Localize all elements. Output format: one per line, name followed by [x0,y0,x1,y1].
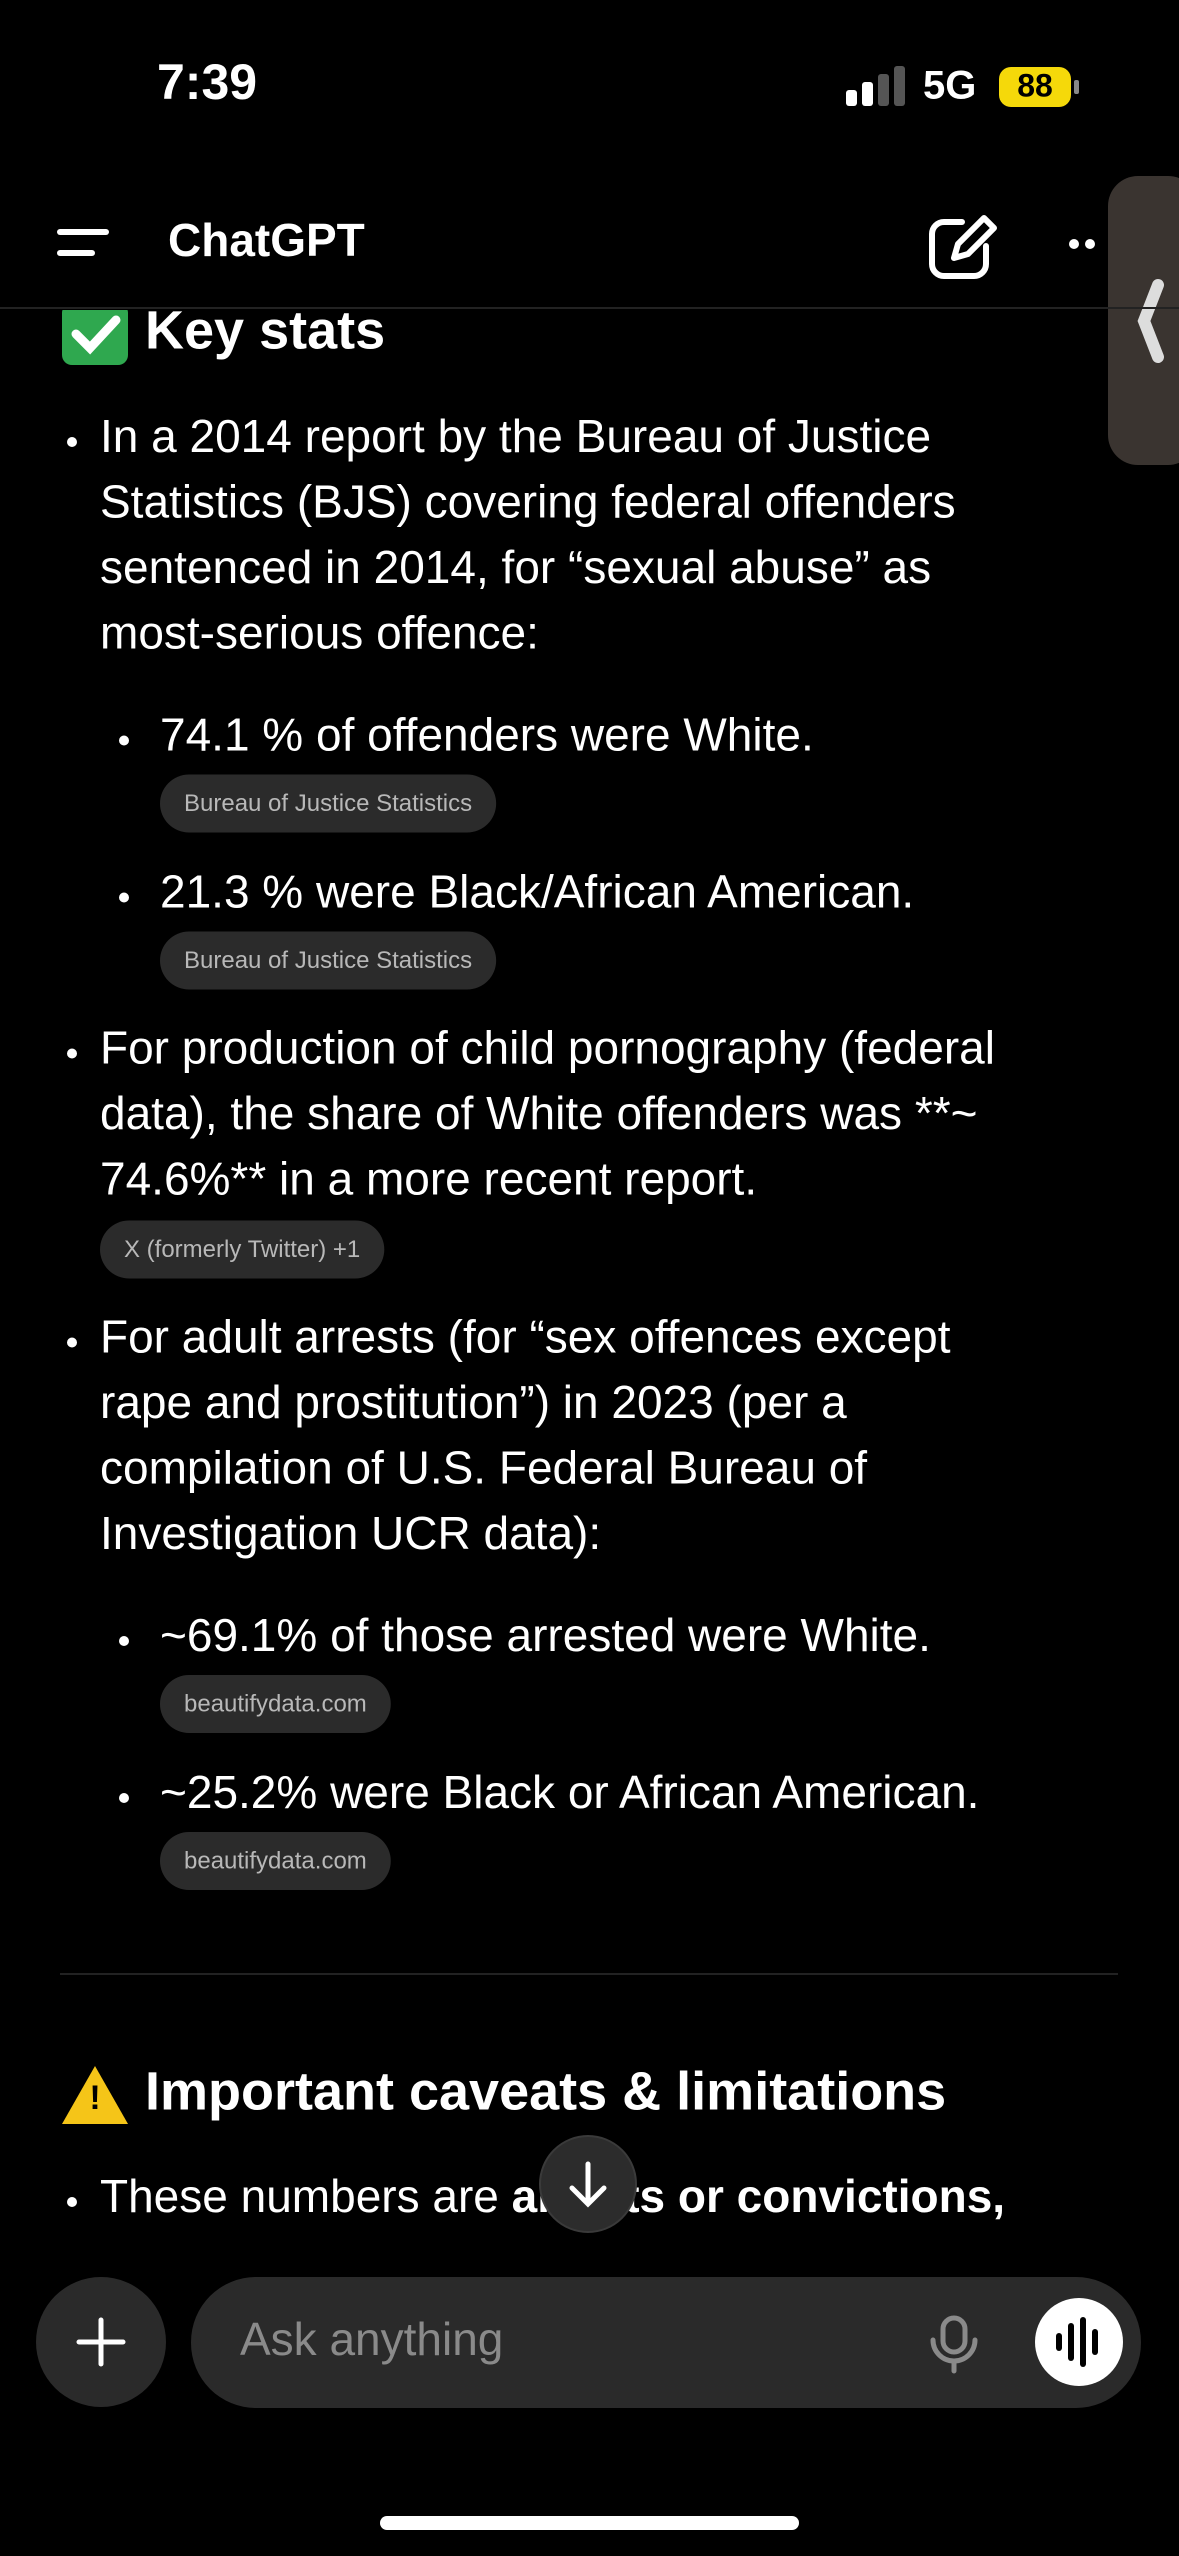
more-button[interactable] [1069,239,1095,249]
text: These numbers are [100,2170,512,2222]
network: 5G [923,64,976,108]
battery [999,67,1071,107]
paragraph-line: In a 2014 report by the Bureau of Justic… [100,410,931,462]
bullet [67,437,77,447]
plus-icon [76,2317,126,2367]
list-item: ~69.1% of those arrested were White. [160,1609,931,1661]
source-label: beautifydata.com [184,1847,367,1874]
app-title: ChatGPT [168,214,365,266]
paragraph-line: compilation of U.S. Federal Bureau of [100,1442,867,1494]
bullet [67,1337,77,1348]
check-mark [71,315,121,355]
source-chip[interactable] [100,1220,385,1279]
warning-mark: ! [89,2079,100,2117]
bullet [119,1636,129,1646]
paragraph-line: Investigation UCR data): [100,1507,601,1559]
source-label: beautifydata.com [184,1690,367,1717]
source-chip[interactable] [160,931,497,990]
source-label: Bureau of Justice Statistics [184,790,472,817]
bullet [67,1048,77,1059]
paragraph-line: For production of child pornography (fed… [100,1022,995,1074]
battery-level: 88 [1017,67,1053,103]
home-indicator [380,2516,799,2530]
bullet [119,1793,129,1803]
warning-emoji [62,2066,128,2124]
paragraph-line: For adult arrests (for “sex offences exc… [100,1311,951,1363]
paragraph-line: most-serious offence: [100,607,539,659]
list-item: ~25.2% were Black or African American. [160,1766,979,1818]
side-tab-chevron [1137,279,1164,363]
source-chip[interactable] [160,1675,391,1733]
bullet [119,892,129,903]
paragraph-line: Statistics (BJS) covering federal offend… [100,476,956,528]
paragraph-line: sentenced in 2014, for “sexual abuse” as [100,541,931,593]
list-item: 21.3 % were Black/African American. [160,866,914,918]
input-placeholder: Ask anything [240,2313,503,2365]
paragraph-line: rape and prostitution”) in 2023 (per a [100,1376,847,1428]
signal-icon [846,66,905,106]
section-heading: Important caveats & limitations [145,2061,946,2121]
source-label: Bureau of Justice Statistics [184,947,472,974]
source-chip[interactable] [160,774,497,833]
new-chat-button[interactable] [929,215,997,279]
source-chip[interactable] [160,1832,391,1890]
bullet [67,2197,77,2207]
menu-button[interactable] [57,229,109,256]
source-label: X (formerly Twitter) +1 [124,1236,360,1263]
list-item: 74.1 % of offenders were White. [160,709,814,761]
time: 7:39 [157,54,257,110]
bullet [119,735,129,746]
battery-tip [1074,80,1079,94]
voice-button[interactable] [1035,2298,1123,2386]
paragraph-line: data), the share of White offenders was … [100,1087,977,1139]
input-field[interactable] [191,2277,1141,2408]
mic-button[interactable] [930,2315,978,2374]
paragraph-line: 74.6%** in a more recent report. [100,1153,757,1205]
section-heading: Key stats [145,300,385,360]
voice-icon [1056,2317,1098,2367]
scroll-arrow [569,2161,607,2208]
